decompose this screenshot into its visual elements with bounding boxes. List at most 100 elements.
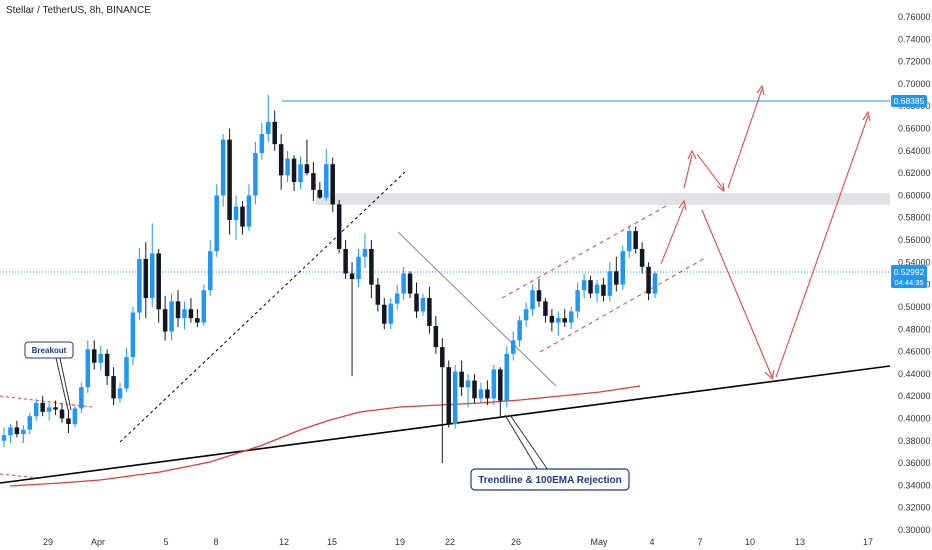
candle-up[interactable] xyxy=(581,280,587,291)
candle-up[interactable] xyxy=(117,388,123,399)
candle-up[interactable] xyxy=(130,312,136,358)
candle-down[interactable] xyxy=(646,266,651,294)
candle-down[interactable] xyxy=(414,293,419,312)
candle-down[interactable] xyxy=(59,409,65,419)
candle-up[interactable] xyxy=(478,389,484,399)
candle-down[interactable] xyxy=(66,418,71,425)
candle-up[interactable] xyxy=(356,256,361,280)
candle-up[interactable] xyxy=(388,303,393,324)
candle-down[interactable] xyxy=(485,389,490,399)
candle-up[interactable] xyxy=(523,309,529,321)
candle-down[interactable] xyxy=(111,376,116,399)
candle-down[interactable] xyxy=(53,407,58,410)
candle-down[interactable] xyxy=(188,309,194,319)
candle-down[interactable] xyxy=(369,248,374,285)
candle-down[interactable] xyxy=(227,139,232,220)
candle-up[interactable] xyxy=(394,293,400,304)
candle-up[interactable] xyxy=(401,273,406,294)
candle-down[interactable] xyxy=(311,173,316,190)
candle-up[interactable] xyxy=(169,301,174,332)
candle-down[interactable] xyxy=(195,318,200,323)
candle-up[interactable] xyxy=(530,290,535,310)
candle-up[interactable] xyxy=(201,290,207,323)
candle-up[interactable] xyxy=(98,353,103,363)
candle-down[interactable] xyxy=(291,158,297,183)
candle-down[interactable] xyxy=(549,315,555,323)
candle-up[interactable] xyxy=(452,371,458,425)
candle-up[interactable] xyxy=(259,134,265,154)
candle-up[interactable] xyxy=(46,407,52,412)
candle-down[interactable] xyxy=(336,204,342,249)
candle-down[interactable] xyxy=(382,304,387,324)
candle-down[interactable] xyxy=(472,380,477,399)
candle-up[interactable] xyxy=(298,164,303,183)
candle-up[interactable] xyxy=(285,158,290,176)
candle-down[interactable] xyxy=(440,347,445,368)
candle-up[interactable] xyxy=(324,164,329,198)
candle-down[interactable] xyxy=(375,284,381,305)
candle-down[interactable] xyxy=(427,298,432,326)
candle-down[interactable] xyxy=(459,371,464,388)
candle-up[interactable] xyxy=(607,271,613,296)
candle-down[interactable] xyxy=(162,309,168,332)
candle-up[interactable] xyxy=(21,429,26,435)
candle-down[interactable] xyxy=(614,271,619,285)
candle-up[interactable] xyxy=(182,309,187,319)
candle-up[interactable] xyxy=(149,253,155,299)
candle-up[interactable] xyxy=(233,206,239,220)
rejection-annotation[interactable]: Trendline & 100EMA Rejection xyxy=(470,414,630,491)
candle-up[interactable] xyxy=(620,251,626,285)
candle-down[interactable] xyxy=(639,248,645,267)
candle-up[interactable] xyxy=(33,402,39,417)
candle-down[interactable] xyxy=(104,353,110,377)
candle-up[interactable] xyxy=(208,251,213,291)
candle-up[interactable] xyxy=(556,318,561,323)
candle-up[interactable] xyxy=(137,259,142,313)
candle-down[interactable] xyxy=(272,121,277,145)
candle-up[interactable] xyxy=(1,435,7,441)
candle-up[interactable] xyxy=(504,353,510,401)
candle-down[interactable] xyxy=(240,206,245,227)
candle-down[interactable] xyxy=(304,164,310,174)
candle-up[interactable] xyxy=(72,408,78,425)
candle-down[interactable] xyxy=(446,367,451,425)
candle-up[interactable] xyxy=(594,284,600,294)
candle-up[interactable] xyxy=(246,195,252,227)
candle-up[interactable] xyxy=(626,231,632,252)
candle-down[interactable] xyxy=(330,164,335,205)
candle-up[interactable] xyxy=(491,369,497,399)
candle-down[interactable] xyxy=(278,144,284,176)
candle-down[interactable] xyxy=(156,253,161,310)
candle-up[interactable] xyxy=(253,153,258,196)
candle-down[interactable] xyxy=(143,259,149,299)
candle-down[interactable] xyxy=(588,280,593,294)
candle-down[interactable] xyxy=(407,273,413,294)
candle-down[interactable] xyxy=(175,301,181,319)
candle-up[interactable] xyxy=(85,349,91,388)
candle-down[interactable] xyxy=(343,248,348,274)
candle-down[interactable] xyxy=(498,369,503,401)
candle-down[interactable] xyxy=(633,231,638,249)
candle-down[interactable] xyxy=(543,301,548,316)
candle-down[interactable] xyxy=(349,273,355,280)
candle-up[interactable] xyxy=(510,340,516,354)
candle-up[interactable] xyxy=(124,357,129,389)
candle-up[interactable] xyxy=(465,380,471,388)
candle-up[interactable] xyxy=(517,320,522,341)
breakout-annotation[interactable]: Breakout xyxy=(24,341,74,411)
candle-up[interactable] xyxy=(575,290,580,312)
candle-up[interactable] xyxy=(362,248,368,257)
candle-up[interactable] xyxy=(652,273,658,294)
candle-up[interactable] xyxy=(8,427,13,436)
candle-up[interactable] xyxy=(214,195,219,252)
candle-up[interactable] xyxy=(568,311,574,323)
candle-down[interactable] xyxy=(14,427,20,435)
candle-down[interactable] xyxy=(91,349,97,363)
candle-up[interactable] xyxy=(420,298,426,312)
candle-down[interactable] xyxy=(536,290,542,302)
candle-up[interactable] xyxy=(79,387,84,409)
candle-up[interactable] xyxy=(27,416,33,430)
candle-down[interactable] xyxy=(562,318,568,323)
candle-down[interactable] xyxy=(433,325,439,348)
